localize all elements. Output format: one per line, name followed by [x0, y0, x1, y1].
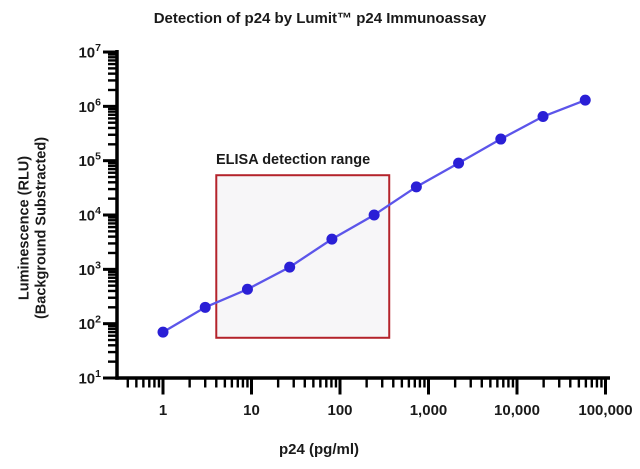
data-point — [495, 133, 507, 145]
y-tick-label: 106 — [78, 96, 101, 116]
y-tick-label: 101 — [78, 368, 101, 388]
data-point — [537, 111, 549, 123]
data-point — [241, 283, 253, 295]
data-point — [199, 301, 211, 313]
y-tick-label: 103 — [78, 259, 101, 279]
x-tick-label: 100,000 — [578, 402, 632, 419]
y-tick-label: 107 — [78, 42, 101, 62]
y-axis-title-line1: Luminescence (RLU) — [16, 155, 33, 301]
x-tick-label: 10 — [243, 402, 260, 419]
x-axis-title: p24 (pg/ml) — [278, 441, 359, 458]
data-point — [157, 326, 169, 338]
elisa-detection-range-label: ELISA detection range — [216, 152, 371, 168]
data-point — [284, 261, 296, 273]
y-tick-label: 102 — [78, 314, 101, 334]
x-tick-label: 1,000 — [410, 402, 448, 419]
data-point — [410, 181, 422, 193]
y-tick-label: 105 — [78, 151, 101, 171]
data-point — [326, 233, 338, 245]
y-axis-title-line2: (Background Substracted) — [33, 136, 49, 320]
data-point — [368, 209, 380, 221]
x-tick-label: 1 — [159, 402, 167, 419]
x-tick-label: 10,000 — [494, 402, 540, 419]
y-axis-title: Luminescence (RLU) (Background Substract… — [17, 137, 50, 319]
data-point — [453, 157, 465, 169]
chart-title: Detection of p24 by Lumit™ p24 Immunoass… — [153, 10, 487, 27]
x-tick-label: 100 — [327, 402, 352, 419]
y-tick-label: 104 — [78, 205, 101, 225]
elisa-range-box — [215, 174, 391, 339]
data-point — [579, 94, 591, 106]
